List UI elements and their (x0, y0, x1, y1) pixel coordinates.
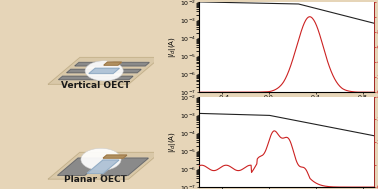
Polygon shape (67, 69, 141, 73)
Text: Vertical OECT: Vertical OECT (61, 81, 130, 90)
Polygon shape (103, 155, 127, 158)
Polygon shape (75, 63, 149, 66)
Y-axis label: |$I_d$|(A): |$I_d$|(A) (167, 131, 178, 153)
Text: Planar OECT: Planar OECT (64, 175, 127, 184)
Polygon shape (48, 57, 160, 84)
Y-axis label: |$I_d$|(A): |$I_d$|(A) (167, 36, 178, 58)
Polygon shape (87, 160, 119, 173)
Polygon shape (58, 158, 105, 175)
Polygon shape (59, 76, 133, 80)
Polygon shape (89, 68, 119, 74)
Ellipse shape (81, 148, 121, 170)
Polygon shape (48, 152, 160, 179)
X-axis label: $V_g$(V): $V_g$(V) (277, 101, 296, 113)
Ellipse shape (85, 61, 123, 81)
Polygon shape (101, 158, 148, 175)
Polygon shape (104, 62, 122, 65)
